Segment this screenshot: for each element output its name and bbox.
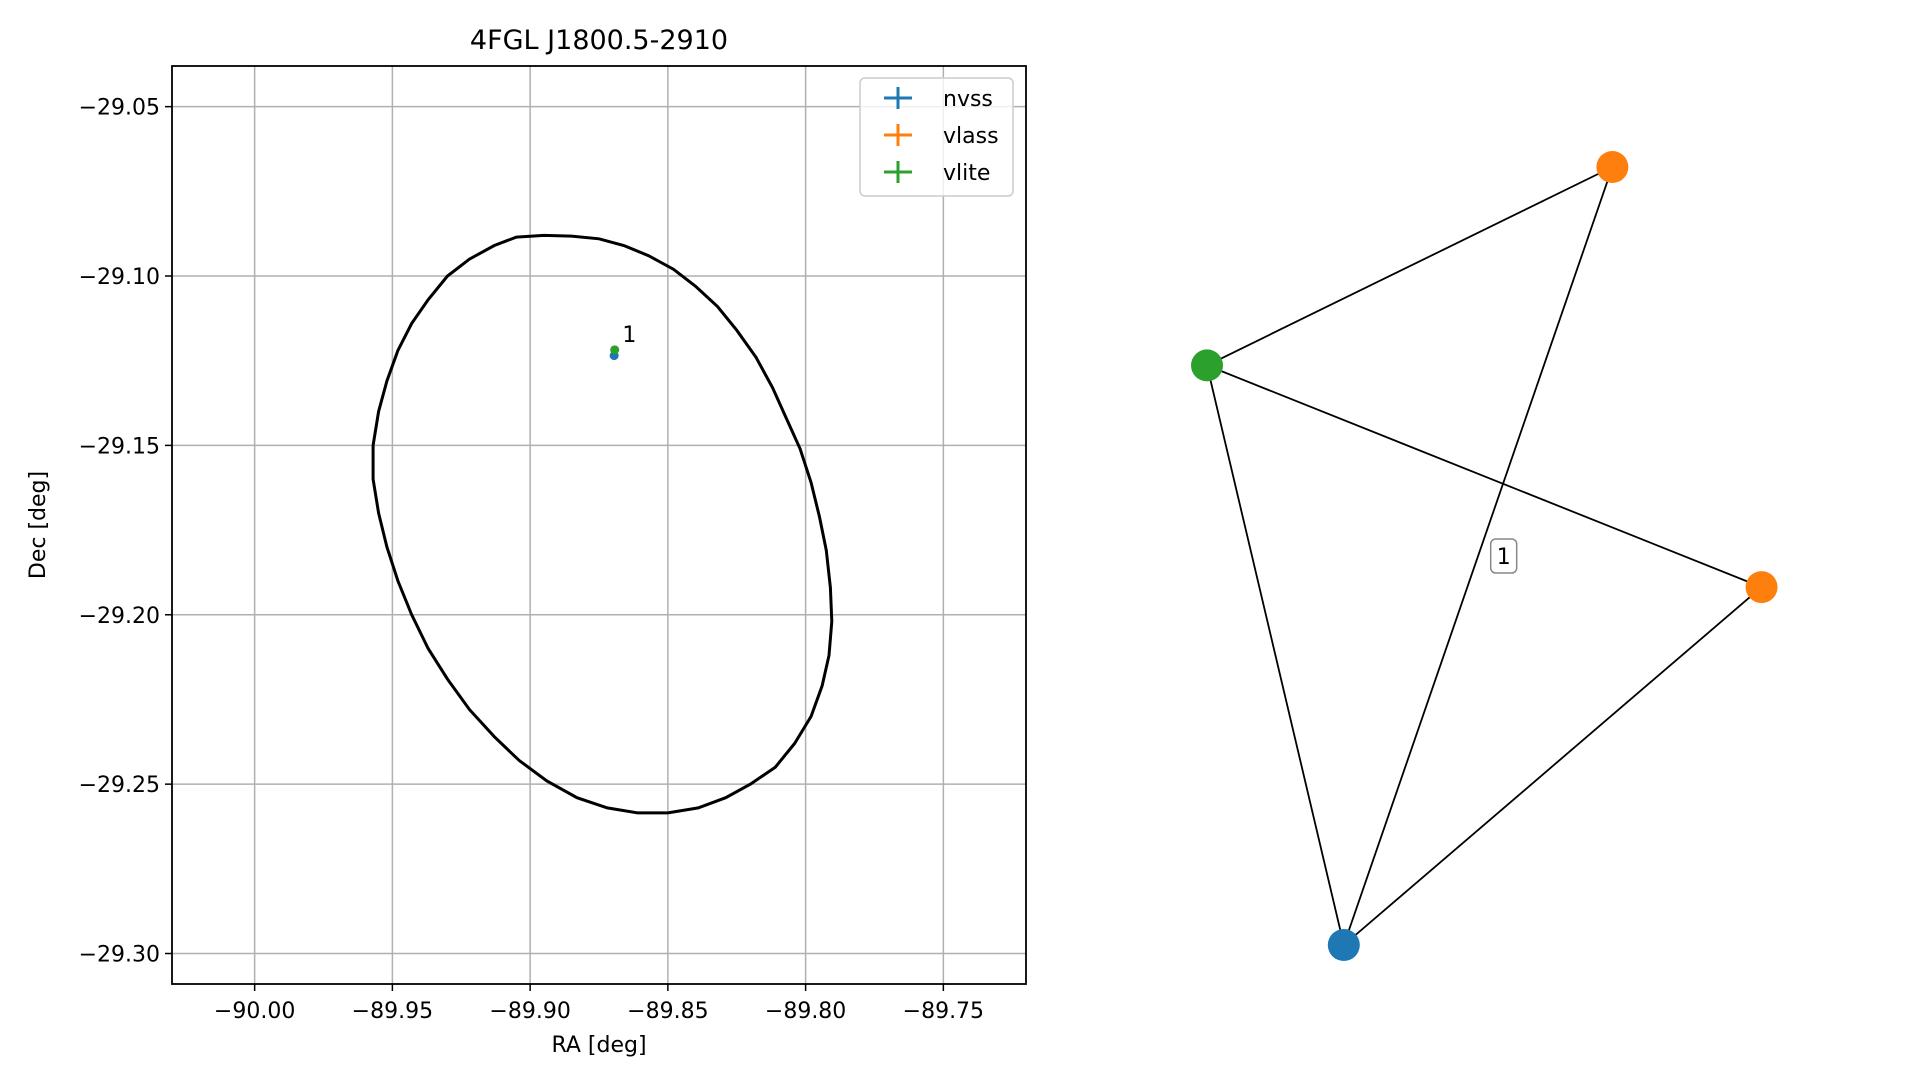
edge-label: 1	[1497, 545, 1511, 570]
graph-node-vlite	[1191, 349, 1223, 382]
y-tick-label: −29.15	[79, 434, 160, 459]
graph-edge	[1206, 365, 1345, 946]
y-tick-label: −29.05	[79, 96, 160, 121]
localization-ellipse	[371, 233, 834, 815]
legend-label-vlass: vlass	[943, 124, 999, 149]
x-tick-label: −89.75	[903, 999, 984, 1024]
point-annotation: 1	[622, 323, 636, 348]
graph-edge	[1206, 364, 1762, 588]
scatter-panel: 4FGL J1800.5-2910 −90.00 −89.95 −89.90 −89.…	[26, 25, 1027, 1058]
x-tick-label: −89.80	[765, 999, 846, 1024]
x-tick-label: −89.95	[352, 999, 433, 1024]
graph-edge	[1206, 166, 1613, 367]
x-ticks: −90.00 −89.95 −89.90 −89.85 −89.80 −89.75	[214, 984, 984, 1024]
graph-edge	[1343, 586, 1763, 946]
grid	[172, 66, 1026, 984]
x-tick-label: −89.90	[489, 999, 570, 1024]
y-tick-label: −29.25	[79, 773, 160, 798]
legend-label-vlite: vlite	[943, 161, 990, 186]
y-tick-label: −29.10	[79, 265, 160, 290]
y-axis-label: Dec [deg]	[26, 471, 51, 579]
graph-edge	[1342, 166, 1614, 946]
plot-frame	[171, 65, 1027, 985]
data-points	[609, 345, 620, 361]
x-tick-label: −90.00	[214, 999, 295, 1024]
y-ticks: −29.05 −29.10 −29.15 −29.20 −29.25 −29.30	[79, 96, 172, 968]
graph-edges	[1206, 166, 1763, 946]
graph-node-vlass-right	[1745, 571, 1778, 604]
legend: nvss vlass vlite	[859, 77, 1014, 197]
y-tick-label: −29.20	[79, 604, 160, 629]
graph-panel: 1	[1191, 151, 1778, 961]
chart-title: 4FGL J1800.5-2910	[470, 25, 728, 56]
graph-edge-labels: 1	[1489, 538, 1518, 574]
x-tick-label: −89.85	[627, 999, 708, 1024]
x-axis-label: RA [deg]	[551, 1033, 646, 1058]
graph-nodes	[1191, 151, 1778, 961]
y-tick-label: −29.30	[79, 943, 160, 968]
graph-node-nvss	[1327, 929, 1360, 961]
legend-label-nvss: nvss	[943, 87, 993, 112]
point-annotations: 1	[622, 323, 636, 348]
point-vlite	[610, 345, 620, 355]
edge-label-box	[1489, 538, 1518, 574]
graph-node-vlass-top	[1596, 151, 1629, 183]
